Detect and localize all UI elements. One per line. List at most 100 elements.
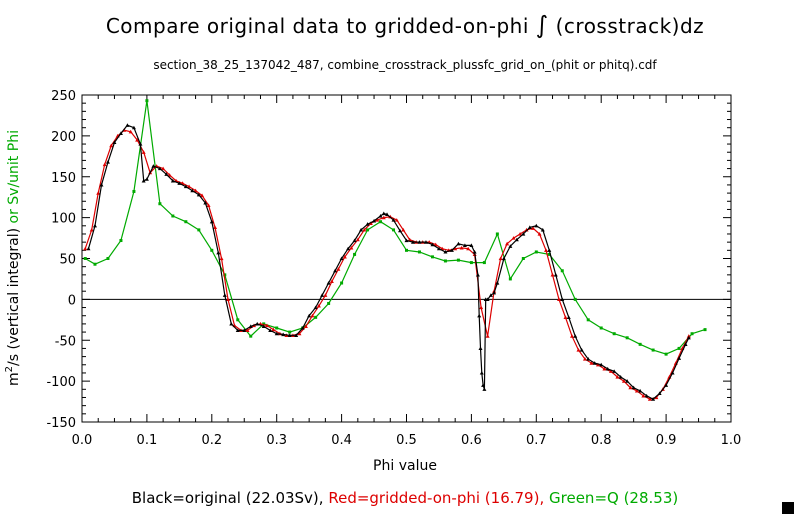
point-original xyxy=(521,231,526,236)
point-gridded-on-phi xyxy=(362,227,367,232)
point-Q xyxy=(288,330,292,334)
point-Q xyxy=(327,301,331,305)
point-gridded-on-phi xyxy=(621,379,626,383)
y-tick-label: 250 xyxy=(51,89,76,104)
point-gridded-on-phi xyxy=(557,297,562,301)
point-gridded-on-phi xyxy=(647,397,652,401)
point-original xyxy=(482,387,487,391)
point-original xyxy=(352,238,357,243)
point-gridded-on-phi xyxy=(485,334,490,338)
point-gridded-on-phi xyxy=(615,375,620,379)
point-original xyxy=(612,369,617,373)
point-original xyxy=(534,223,539,228)
point-original xyxy=(485,297,490,301)
point-original xyxy=(99,182,104,187)
point-gridded-on-phi xyxy=(219,256,224,261)
point-gridded-on-phi xyxy=(544,248,549,252)
point-gridded-on-phi xyxy=(531,226,536,230)
point-original xyxy=(372,218,377,223)
point-original xyxy=(320,293,325,297)
point-original xyxy=(579,348,584,352)
point-gridded-on-phi xyxy=(89,227,94,232)
point-original xyxy=(430,242,435,247)
y-tick-label: -150 xyxy=(46,416,76,431)
point-gridded-on-phi xyxy=(654,395,659,400)
point-original xyxy=(514,237,519,242)
point-Q xyxy=(340,281,344,285)
point-Q xyxy=(534,250,538,254)
point-Q xyxy=(145,99,149,103)
point-original xyxy=(670,370,675,375)
point-original xyxy=(686,335,691,340)
point-gridded-on-phi xyxy=(96,191,101,195)
point-gridded-on-phi xyxy=(569,334,574,338)
point-original xyxy=(365,222,370,226)
point-original xyxy=(651,397,656,401)
point-original xyxy=(625,379,630,383)
point-gridded-on-phi xyxy=(524,227,529,232)
point-Q xyxy=(651,348,655,352)
point-Q xyxy=(106,257,110,260)
point-original xyxy=(683,342,688,346)
x-tick-label: 0.7 xyxy=(526,433,547,448)
point-Q xyxy=(573,297,577,301)
point-original xyxy=(359,227,364,232)
point-original xyxy=(385,212,390,216)
y-axis-label-sup: 2 xyxy=(4,366,15,372)
point-original xyxy=(417,240,422,244)
point-Q xyxy=(612,332,616,336)
point-gridded-on-phi xyxy=(102,162,107,167)
plot-frame xyxy=(81,94,732,423)
point-original xyxy=(472,249,477,254)
point-Q xyxy=(197,228,201,232)
x-tick-label: 0.9 xyxy=(656,433,677,448)
y-axis-label: m2/s (vertical integral) or Sv/unit Phi xyxy=(4,130,22,386)
point-original xyxy=(333,268,338,273)
point-original xyxy=(157,166,162,171)
point-Q xyxy=(690,332,694,336)
point-original xyxy=(144,177,149,181)
y-tick-label: 100 xyxy=(51,212,76,227)
point-Q xyxy=(119,239,123,243)
point-original xyxy=(644,393,649,398)
point-gridded-on-phi xyxy=(375,218,380,222)
point-gridded-on-phi xyxy=(336,267,341,271)
point-gridded-on-phi xyxy=(511,236,516,240)
legend-black: Black=original (22.03Sv), xyxy=(132,489,324,507)
point-original xyxy=(300,325,305,330)
point-gridded-on-phi xyxy=(394,218,399,222)
chart-title: Compare original data to gridded-on-phi … xyxy=(106,11,704,39)
series-layer xyxy=(83,99,707,401)
point-original xyxy=(631,385,636,390)
point-gridded-on-phi xyxy=(518,231,523,236)
point-original xyxy=(508,244,513,248)
point-original xyxy=(573,334,578,338)
point-original xyxy=(469,243,474,248)
point-original xyxy=(190,188,195,193)
point-gridded-on-phi xyxy=(479,305,484,310)
point-Q xyxy=(430,255,434,259)
point-gridded-on-phi xyxy=(141,150,146,154)
point-gridded-on-phi xyxy=(355,237,360,242)
point-original xyxy=(398,228,403,233)
point-gridded-on-phi xyxy=(187,184,192,189)
point-Q xyxy=(93,262,97,266)
point-Q xyxy=(638,342,642,346)
point-original xyxy=(553,272,558,277)
point-Q xyxy=(417,250,421,254)
point-gridded-on-phi xyxy=(206,203,211,207)
point-original xyxy=(566,315,571,319)
point-gridded-on-phi xyxy=(213,225,218,230)
point-Q xyxy=(314,315,318,319)
point-Q xyxy=(171,214,175,218)
point-gridded-on-phi xyxy=(271,327,276,332)
point-original xyxy=(255,321,260,326)
point-Q xyxy=(586,318,590,322)
point-original xyxy=(381,211,386,216)
x-tick-label: 0.1 xyxy=(137,433,158,448)
point-original xyxy=(196,192,201,197)
point-original xyxy=(287,333,292,337)
y-axis-label-green: or Sv/unit Phi xyxy=(6,130,22,228)
point-gridded-on-phi xyxy=(323,293,328,297)
point-Q xyxy=(132,189,136,193)
